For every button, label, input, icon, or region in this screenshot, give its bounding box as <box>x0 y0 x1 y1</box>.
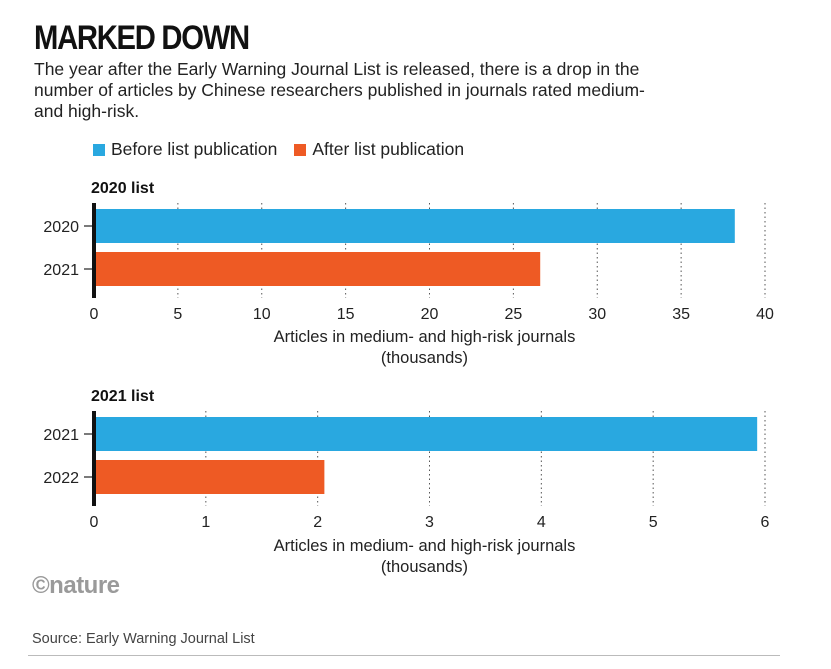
chart2-bar-2021 <box>94 417 758 451</box>
legend-item-after: After list publication <box>294 139 464 160</box>
chart1-x-tick-label: 25 <box>504 306 522 323</box>
chart2-x-tick-label: 3 <box>425 514 434 531</box>
chart2-x-tick-label: 2 <box>313 514 322 531</box>
chart-title: MARKED DOWN <box>34 19 250 57</box>
chart1-x-tick-label: 20 <box>421 306 439 323</box>
legend-item-before: Before list publication <box>93 139 277 160</box>
chart2-x-tick-label: 5 <box>649 514 658 531</box>
chart2-x-tick-label: 0 <box>90 514 99 531</box>
chart1-x-tick-label: 35 <box>672 306 690 323</box>
chart1-category-label: 2021 <box>43 262 79 279</box>
footer-divider <box>28 655 780 656</box>
chart2-bar-2022 <box>94 460 325 494</box>
nature-logo: ©nature <box>32 572 120 599</box>
chart2-x-tick-label: 4 <box>537 514 546 531</box>
chart1-bar-2021 <box>94 252 541 286</box>
legend: Before list publication After list publi… <box>93 139 481 160</box>
legend-label-before: Before list publication <box>111 139 278 159</box>
chart2-x-tick-label: 1 <box>201 514 210 531</box>
chart1-x-tick-label: 10 <box>253 306 271 323</box>
chart2-title: 2021 list <box>91 388 155 405</box>
chart2-x-tick-label: 6 <box>761 514 770 531</box>
chart2-x-axis-label-units: (thousands) <box>381 558 468 576</box>
legend-swatch-before <box>93 143 105 156</box>
chart1-x-axis-label: Articles in medium- and high-risk journa… <box>274 328 576 346</box>
chart1-x-axis-label-units: (thousands) <box>381 349 468 367</box>
chart1-x-tick-label: 15 <box>337 306 355 323</box>
chart1-x-tick-label: 40 <box>756 306 774 323</box>
chart1-category-label: 2020 <box>43 219 79 236</box>
source-note: Source: Early Warning Journal List <box>32 631 255 647</box>
chart1-x-tick-label: 5 <box>173 306 182 323</box>
legend-swatch-after <box>294 143 307 156</box>
chart1-x-tick-label: 30 <box>588 306 606 323</box>
chart1-bar-2020 <box>94 209 735 243</box>
chart1-title: 2020 list <box>91 180 155 197</box>
legend-label-after: After list publication <box>312 139 465 159</box>
chart2-x-axis-label: Articles in medium- and high-risk journa… <box>274 537 576 555</box>
chart2-category-label: 2022 <box>43 470 79 487</box>
chart1-x-tick-label: 0 <box>90 306 99 323</box>
chart-subtitle: The year after the Early Warning Journal… <box>34 59 645 121</box>
chart2-category-label: 2021 <box>43 427 79 444</box>
